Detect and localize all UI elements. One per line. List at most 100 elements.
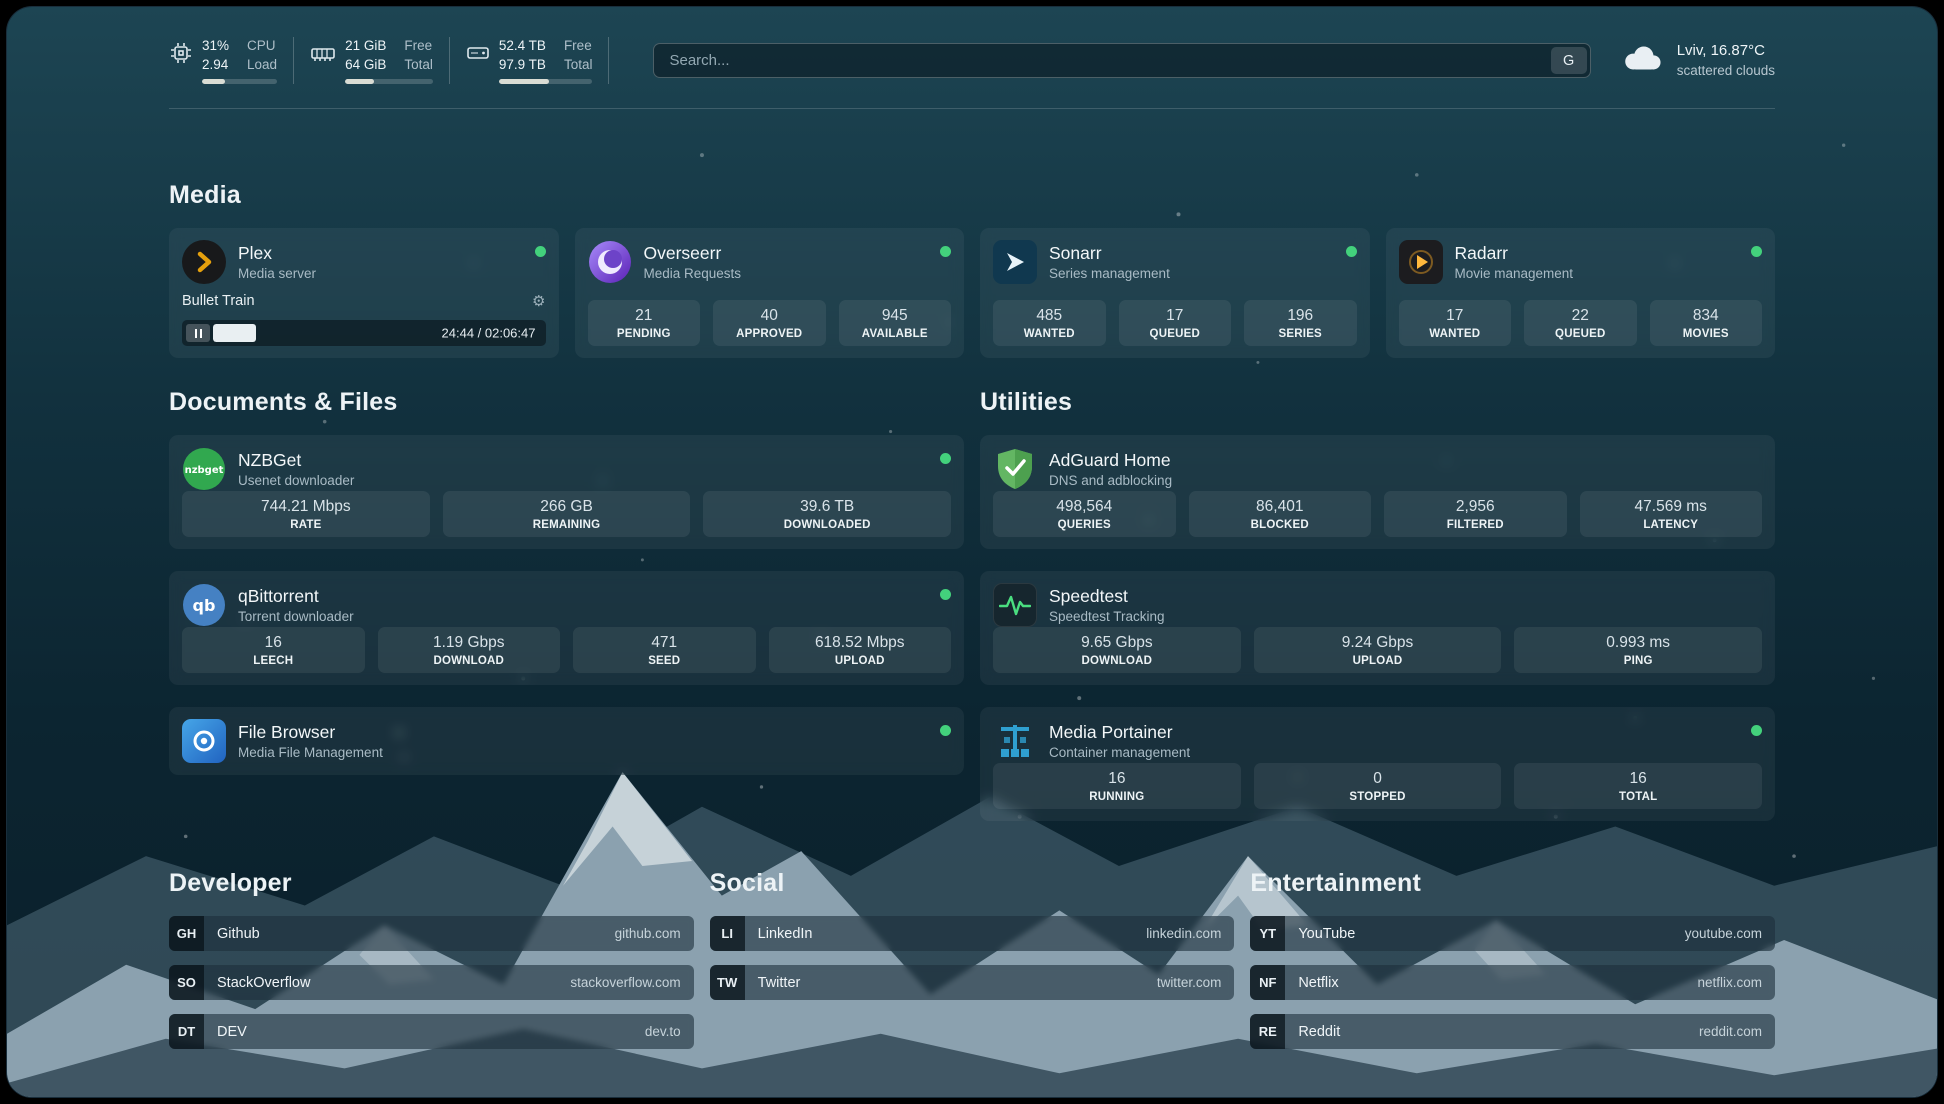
service-subtitle: DNS and adblocking	[1049, 473, 1173, 489]
playback-fill	[213, 324, 256, 343]
bookmark-stackoverflow[interactable]: SO StackOverflow stackoverflow.com	[169, 965, 694, 1001]
service-subtitle: Torrent downloader	[238, 609, 354, 625]
bookmark-abbr: LI	[709, 916, 745, 952]
service-card-radarr[interactable]: Radarr Movie management 17 WANTED 22 QUE…	[1385, 228, 1775, 359]
stat-available: 945 AVAILABLE	[838, 300, 951, 347]
pause-icon	[194, 328, 202, 338]
stat-value: 744.21 Mbps	[261, 498, 351, 516]
stat-label: APPROVED	[736, 328, 803, 341]
bookmark-abbr: RE	[1250, 1014, 1286, 1050]
stat-download: 1.19 Gbps DOWNLOAD	[377, 627, 560, 674]
status-dot	[940, 725, 951, 737]
service-title: Radarr	[1454, 243, 1509, 264]
stat-pending: 21 PENDING	[587, 300, 700, 347]
stat-value: 39.6 TB	[800, 498, 855, 516]
bookmark-name: StackOverflow	[217, 974, 311, 991]
stat-value: 1.19 Gbps	[432, 634, 505, 652]
pause-button[interactable]	[186, 324, 210, 343]
stat-value: 86,401	[1256, 498, 1304, 516]
service-card-overseerr[interactable]: Overseerr Media Requests 21 PENDING 40 A…	[574, 228, 964, 359]
bookmark-name: Netflix	[1298, 974, 1339, 991]
stat-remaining: 266 GB REMAINING	[442, 491, 691, 538]
bookmark-url: linkedin.com	[1146, 926, 1222, 942]
media-section-title: Media	[169, 181, 241, 210]
stat-label: DOWNLOADED	[783, 519, 871, 532]
bookmark-dev[interactable]: DT DEV dev.to	[169, 1014, 694, 1050]
stat-value: 618.52 Mbps	[814, 634, 905, 652]
stat-value: 9.24 Gbps	[1341, 634, 1414, 652]
stat-running: 16 RUNNING	[993, 763, 1241, 810]
bookmark-name: Twitter	[757, 974, 801, 991]
dashboard-window: 31% CPU 2.94 Load	[6, 6, 1938, 1098]
service-card-portainer[interactable]: Media Portainer Container management 16 …	[980, 707, 1775, 822]
cpu-widget: 31% CPU 2.94 Load	[169, 37, 295, 85]
stat-value: 40	[760, 307, 778, 325]
stat-upload: 9.24 Gbps UPLOAD	[1253, 627, 1502, 674]
cpu-label: CPU	[247, 38, 276, 53]
service-card-nzbget[interactable]: nzbget NZBGet Usenet downloader 74	[169, 435, 964, 550]
bookmark-url: github.com	[614, 926, 681, 942]
bookmark-linkedin[interactable]: LI LinkedIn linkedin.com	[709, 916, 1235, 952]
bookmark-twitter[interactable]: TW Twitter twitter.com	[709, 965, 1235, 1001]
memory-free-label: Free	[404, 38, 433, 53]
bookmark-github[interactable]: GH Github github.com	[169, 916, 694, 952]
stat-queued: 17 QUEUED	[1118, 300, 1231, 347]
bookmark-abbr: TW	[709, 965, 745, 1001]
stat-label: WANTED	[1023, 328, 1075, 341]
bookmark-name: Github	[217, 925, 260, 942]
bookmark-url: dev.to	[644, 1024, 681, 1040]
developer-section: Developer GH Github github.com SO StackO…	[169, 869, 694, 1050]
bookmark-name: DEV	[217, 1023, 247, 1040]
search-provider-button[interactable]: G	[1550, 47, 1587, 75]
service-title: Media Portainer	[1049, 722, 1173, 743]
service-title: Plex	[238, 243, 273, 264]
stat-queries: 498,564 QUERIES	[993, 491, 1176, 538]
radarr-icon	[1398, 240, 1443, 285]
bookmark-abbr: NF	[1250, 965, 1286, 1001]
stat-value: 196	[1287, 307, 1314, 325]
service-title: Speedtest	[1049, 586, 1128, 607]
documents-section: Documents & Files nzbget	[169, 388, 964, 776]
now-playing-title: Bullet Train	[182, 293, 255, 310]
disk-widget: 52.4 TB Free 97.9 TB Total	[466, 37, 610, 85]
stat-blocked: 86,401 BLOCKED	[1188, 491, 1371, 538]
bookmark-url: stackoverflow.com	[570, 975, 681, 991]
service-card-plex[interactable]: Plex Media server Bullet Train ⚙	[169, 228, 559, 359]
bookmark-abbr: GH	[169, 916, 204, 952]
playback-track[interactable]	[213, 324, 542, 343]
service-card-adguard[interactable]: AdGuard Home DNS and adblocking 498,564 …	[980, 435, 1775, 550]
stat-series: 196 SERIES	[1244, 300, 1357, 347]
stat-value: 945	[881, 307, 908, 325]
topbar: 31% CPU 2.94 Load	[169, 37, 1775, 85]
disk-total-label: Total	[563, 56, 593, 72]
cpu-usage-value: 31%	[202, 38, 230, 53]
stat-value: 498,564	[1056, 498, 1113, 516]
cloud-icon	[1619, 43, 1665, 78]
bookmark-netflix[interactable]: NF Netflix netflix.com	[1250, 965, 1775, 1001]
service-card-filebrowser[interactable]: File Browser Media File Management	[169, 707, 964, 776]
playback-progress-bar[interactable]: 24:44 / 02:06:47	[182, 320, 546, 347]
bookmark-reddit[interactable]: RE Reddit reddit.com	[1250, 1014, 1775, 1050]
bookmark-abbr: YT	[1250, 916, 1286, 952]
stat-value: 16	[264, 634, 282, 652]
service-card-qbittorrent[interactable]: qb qBittorrent Torrent downloader	[169, 571, 964, 686]
stat-label: PENDING	[616, 328, 671, 341]
stat-value: 17	[1166, 307, 1184, 325]
stat-label: UPLOAD	[1352, 655, 1403, 668]
status-dot	[1751, 246, 1762, 258]
search-input[interactable]	[657, 47, 1551, 75]
service-title: qBittorrent	[238, 586, 319, 607]
service-card-sonarr[interactable]: Sonarr Series management 485 WANTED 17 Q…	[980, 228, 1370, 359]
stat-stopped: 0 STOPPED	[1253, 763, 1502, 810]
disk-progress-fill	[498, 79, 550, 85]
stat-value: 16	[1108, 770, 1126, 788]
service-subtitle: Media File Management	[238, 745, 383, 761]
svg-text:nzbget: nzbget	[185, 465, 224, 476]
status-dot	[940, 246, 951, 258]
bookmark-youtube[interactable]: YT YouTube youtube.com	[1250, 916, 1775, 952]
status-dot	[1751, 725, 1762, 737]
service-card-speedtest[interactable]: Speedtest Speedtest Tracking 9.65 Gbps D…	[980, 571, 1775, 686]
stat-value: 0.993 ms	[1606, 634, 1671, 652]
stat-label: REMAINING	[532, 519, 601, 532]
gear-icon[interactable]: ⚙	[532, 292, 546, 310]
